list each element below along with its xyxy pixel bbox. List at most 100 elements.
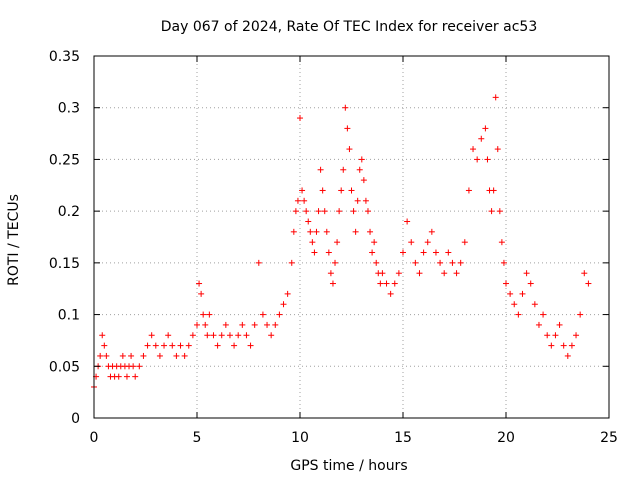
data-point [226, 332, 233, 339]
data-point [290, 228, 297, 235]
chart-title: Day 067 of 2024, Rate Of TEC Index for r… [161, 19, 537, 35]
data-point [484, 156, 491, 163]
data-point [173, 352, 180, 359]
data-point [503, 280, 509, 287]
data-point [309, 239, 316, 246]
data-point [156, 352, 163, 359]
data-point [519, 290, 526, 297]
data-point [247, 342, 254, 349]
data-point [552, 332, 559, 339]
data-point [498, 239, 505, 246]
data-point [272, 321, 279, 328]
data-point [334, 239, 341, 246]
data-point [482, 125, 489, 132]
x-tick-label: 10 [291, 430, 309, 446]
data-point [194, 321, 200, 328]
data-point [573, 332, 580, 339]
data-point [367, 228, 374, 235]
y-tick-label: 0.35 [49, 49, 80, 65]
data-point [185, 342, 192, 349]
data-point [101, 342, 108, 349]
data-point [323, 228, 330, 235]
data-point [531, 301, 538, 308]
data-point [119, 352, 126, 359]
data-point [500, 259, 507, 266]
data-point [490, 187, 497, 194]
data-point [507, 290, 514, 297]
data-point [350, 208, 357, 215]
data-point [313, 228, 320, 235]
data-point [336, 208, 343, 215]
data-point [354, 197, 361, 204]
data-point [494, 146, 501, 153]
data-point [301, 197, 308, 204]
data-point [358, 156, 365, 163]
data-point [424, 239, 431, 246]
data-point [128, 352, 135, 359]
data-point [231, 342, 238, 349]
data-point [416, 270, 423, 277]
data-point [364, 208, 371, 215]
x-tick-label: 15 [394, 430, 412, 446]
data-point [356, 166, 363, 173]
data-point [470, 146, 477, 153]
data-point [408, 239, 415, 246]
y-axis-label: ROTI / TECUs [6, 194, 22, 286]
data-point [214, 342, 221, 349]
data-point [305, 218, 312, 225]
data-point [284, 290, 291, 297]
y-tick-label: 0.3 [58, 101, 80, 117]
data-point [204, 332, 211, 339]
data-point [235, 332, 242, 339]
data-point [556, 321, 563, 328]
data-point [264, 321, 271, 328]
data-point [198, 290, 205, 297]
data-point [243, 332, 250, 339]
data-point [535, 321, 542, 328]
data-point [321, 208, 328, 215]
data-point [148, 332, 155, 339]
data-point [387, 290, 394, 297]
data-point [152, 342, 159, 349]
x-tick-label: 0 [90, 430, 99, 446]
grid [94, 56, 609, 418]
data-point [395, 270, 402, 277]
data-point [441, 270, 448, 277]
data-point [377, 280, 384, 287]
y-tick-label: 0 [71, 411, 80, 427]
data-point [329, 280, 336, 287]
data-point [202, 321, 209, 328]
data-point [123, 373, 130, 380]
data-point [488, 208, 495, 215]
data-point [496, 208, 503, 215]
data-point [297, 115, 303, 122]
data-point [465, 187, 472, 194]
data-point [311, 249, 318, 256]
data-point [360, 177, 367, 184]
data-point [560, 342, 567, 349]
data-point [99, 332, 106, 339]
data-point [348, 187, 355, 194]
data-point [478, 135, 485, 142]
y-tick-label: 0.05 [49, 359, 80, 375]
axis-ticks: 0 5 10 15 20 25 0 0.05 0.1 0.15 0.2 0.25 0.3 0.35 [49, 49, 618, 446]
data-point [161, 342, 168, 349]
data-point [585, 280, 592, 287]
data-point [383, 280, 390, 287]
data-point [332, 259, 339, 266]
data-point [437, 259, 444, 266]
data-point [140, 352, 147, 359]
data-point [338, 187, 345, 194]
data-point [564, 352, 571, 359]
data-point [474, 156, 481, 163]
plot-frame [93, 55, 610, 419]
data-point [432, 249, 439, 256]
data-point [428, 228, 435, 235]
data-point [544, 332, 551, 339]
y-tick-label: 0.1 [58, 308, 80, 324]
data-point [344, 125, 351, 132]
x-tick-label: 5 [193, 430, 202, 446]
data-point [342, 104, 349, 111]
data-point [577, 311, 584, 318]
data-point [239, 321, 246, 328]
